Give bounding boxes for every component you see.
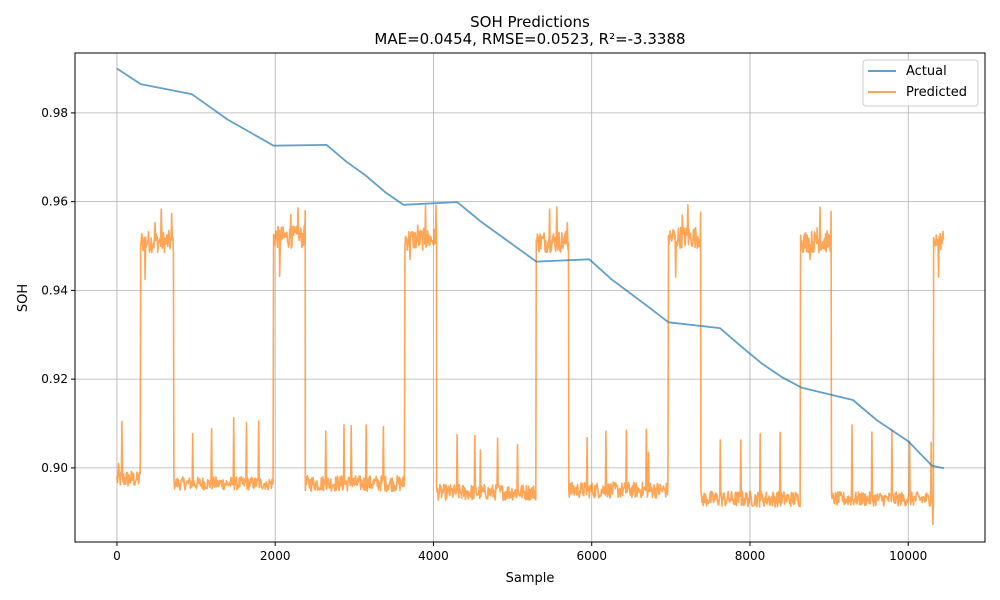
x-tick-label: 2000 bbox=[260, 549, 291, 563]
y-axis-ticks: 0.90 0.92 0.94 0.96 0.98 bbox=[41, 106, 75, 475]
y-axis-label: SOH bbox=[16, 284, 31, 312]
x-tick-label: 10000 bbox=[889, 549, 927, 563]
y-tick-label: 0.94 bbox=[41, 283, 68, 297]
x-tick-label: 4000 bbox=[418, 549, 449, 563]
series-line-actual bbox=[116, 67, 945, 470]
chart-subtitle: MAE=0.0454, RMSE=0.0523, R²=-3.3388 bbox=[374, 30, 685, 48]
legend-label-predicted: Predicted bbox=[906, 85, 967, 100]
y-tick-label: 0.92 bbox=[41, 372, 68, 386]
x-tick-label: 0 bbox=[113, 549, 121, 563]
x-axis-label: Sample bbox=[506, 571, 555, 586]
series-layer bbox=[116, 67, 945, 526]
legend-label-actual: Actual bbox=[906, 64, 947, 79]
grid-lines bbox=[75, 53, 985, 542]
chart-title: SOH Predictions bbox=[470, 13, 590, 31]
y-tick-label: 0.90 bbox=[41, 461, 68, 475]
x-tick-label: 6000 bbox=[576, 549, 607, 563]
y-tick-label: 0.96 bbox=[41, 195, 68, 209]
legend: Actual Predicted bbox=[862, 59, 979, 107]
y-tick-label: 0.98 bbox=[41, 106, 68, 120]
x-tick-label: 8000 bbox=[735, 549, 766, 563]
x-axis-ticks: 0 2000 4000 6000 8000 10000 bbox=[113, 542, 927, 563]
plot-frame bbox=[74, 52, 986, 543]
series-line-predicted bbox=[116, 204, 945, 526]
